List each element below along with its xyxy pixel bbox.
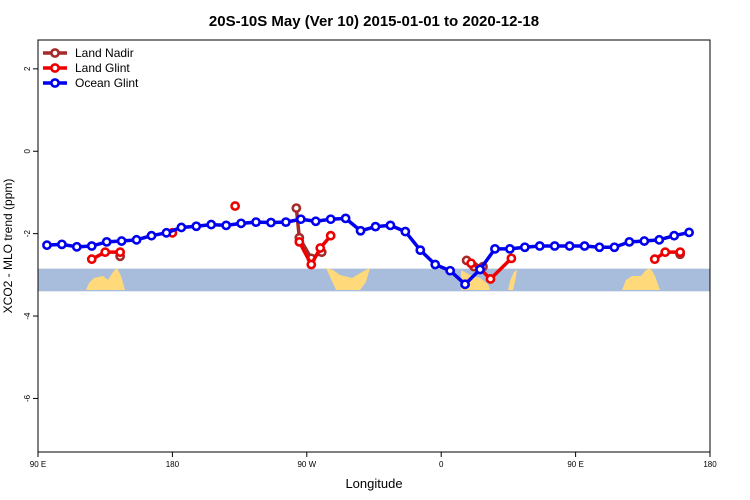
legend-label: Ocean Glint: [75, 76, 139, 90]
x-tick-label: 90 E: [30, 460, 46, 469]
data-point: [42, 240, 52, 251]
data-point: [415, 245, 426, 256]
data-point: [161, 227, 172, 238]
x-tick-label: 180: [703, 460, 717, 469]
legend-item: Land Nadir: [43, 46, 134, 60]
data-point: [684, 227, 694, 238]
data-point: [649, 254, 660, 265]
data-point: [370, 221, 381, 232]
y-tick-label: -2: [23, 230, 32, 238]
series-line: [297, 234, 333, 267]
data-point: [579, 241, 590, 251]
data-point: [609, 242, 620, 253]
data-point: [191, 221, 202, 232]
data-point: [639, 236, 650, 246]
series-ocean-glint: [42, 213, 694, 290]
data-point: [71, 241, 82, 252]
y-axis-label: XCO2 - MLO trend (ppm): [1, 179, 15, 314]
y-tick-label: -4: [23, 312, 32, 320]
data-point: [266, 217, 276, 228]
data-point: [315, 243, 326, 253]
series-line: [470, 257, 513, 281]
data-point: [400, 226, 411, 237]
data-point: [86, 241, 97, 251]
legend-label: Land Glint: [75, 61, 130, 75]
ocean-band: [38, 268, 710, 292]
x-tick-label: 0: [439, 460, 444, 469]
x-axis: 90 E 180 90 W 0 90 E 180: [30, 452, 717, 469]
data-point: [146, 230, 157, 241]
data-point: [624, 236, 635, 247]
data-point: [475, 264, 485, 275]
legend-item: Ocean Glint: [43, 76, 139, 90]
data-point: [306, 259, 317, 270]
data-point: [534, 241, 545, 251]
legend-marker: [50, 78, 60, 88]
series-land-nadir: [115, 203, 686, 272]
plot-frame: [37, 39, 711, 453]
data-point: [519, 242, 530, 253]
y-tick-label: -6: [23, 394, 32, 402]
data-point: [310, 216, 321, 227]
data-point: [56, 239, 67, 250]
series-layer: [42, 201, 694, 290]
data-point: [115, 247, 126, 258]
data-point: [430, 259, 441, 270]
land-shape: [622, 268, 660, 290]
series-land-glint: [86, 201, 686, 284]
data-point: [669, 230, 680, 241]
data-point: [506, 253, 517, 264]
data-point: [131, 234, 142, 245]
data-point: [594, 242, 605, 253]
y-tick-label: 0: [23, 148, 32, 153]
data-point: [325, 230, 336, 241]
data-point: [116, 236, 127, 246]
y-axis: 2 0 -2 -4 -6: [23, 66, 38, 402]
data-point: [236, 218, 246, 229]
data-point: [101, 236, 112, 247]
data-point: [660, 247, 671, 258]
legend-marker: [50, 48, 60, 58]
legend-item: Land Glint: [43, 61, 130, 75]
data-point: [295, 214, 306, 225]
land-shape: [508, 270, 517, 290]
data-point: [176, 222, 187, 233]
x-tick-label: 90 W: [297, 460, 316, 469]
data-point: [490, 243, 500, 254]
data-point: [294, 236, 305, 247]
data-point: [340, 213, 351, 224]
data-point: [549, 241, 560, 251]
data-point: [654, 234, 665, 245]
data-point: [460, 279, 470, 290]
land-shape: [86, 268, 125, 290]
chart-title: 20S-10S May (Ver 10) 2015-01-01 to 2020-…: [209, 13, 539, 30]
data-point: [230, 201, 241, 211]
land-shape: [326, 268, 370, 290]
data-point: [675, 247, 686, 258]
land-ocean-band: [38, 268, 710, 292]
x-tick-label: 180: [166, 460, 180, 469]
data-point: [206, 219, 217, 230]
data-point: [251, 217, 261, 228]
data-point: [485, 274, 496, 284]
data-point: [291, 203, 302, 213]
data-point: [564, 241, 575, 251]
data-point: [355, 225, 366, 236]
data-point: [86, 254, 97, 265]
legend-label: Land Nadir: [75, 46, 134, 60]
x-axis-label: Longitude: [345, 476, 402, 491]
data-point: [221, 220, 232, 231]
data-point: [466, 258, 476, 269]
data-point: [504, 243, 515, 254]
data-point: [325, 214, 336, 225]
data-point: [445, 265, 456, 276]
y-tick-label: 2: [23, 66, 32, 71]
data-point: [280, 217, 291, 228]
legend-marker: [50, 63, 60, 73]
x-tick-label: 90 E: [567, 460, 583, 469]
data-point: [385, 220, 396, 231]
data-point: [100, 247, 111, 258]
